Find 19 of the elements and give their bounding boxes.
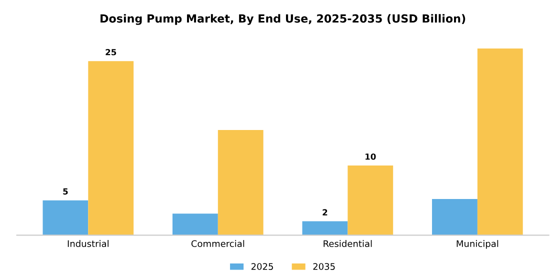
bar: [218, 130, 264, 236]
bar: [348, 166, 394, 236]
x-tick-label: Residential: [324, 240, 372, 248]
x-tick-label: Commercial: [191, 240, 244, 248]
legend-label: 2025: [251, 263, 273, 270]
chart-title: Dosing Pump Market, By End Use, 2025-2035 (USD Billion): [100, 14, 466, 25]
bar: [172, 214, 218, 236]
bar: [302, 221, 348, 236]
data-label: 10: [366, 153, 376, 160]
bar: [432, 198, 478, 236]
bar: [42, 200, 88, 236]
legend-label: 2035: [313, 263, 335, 270]
bar: [88, 61, 134, 236]
x-tick-label: Municipal: [456, 240, 498, 249]
bar: [477, 48, 523, 236]
data-label: 2: [322, 209, 328, 216]
data-label: 5: [63, 188, 68, 195]
data-label: 25: [106, 48, 116, 56]
x-tick-label: Industrial: [68, 240, 108, 248]
